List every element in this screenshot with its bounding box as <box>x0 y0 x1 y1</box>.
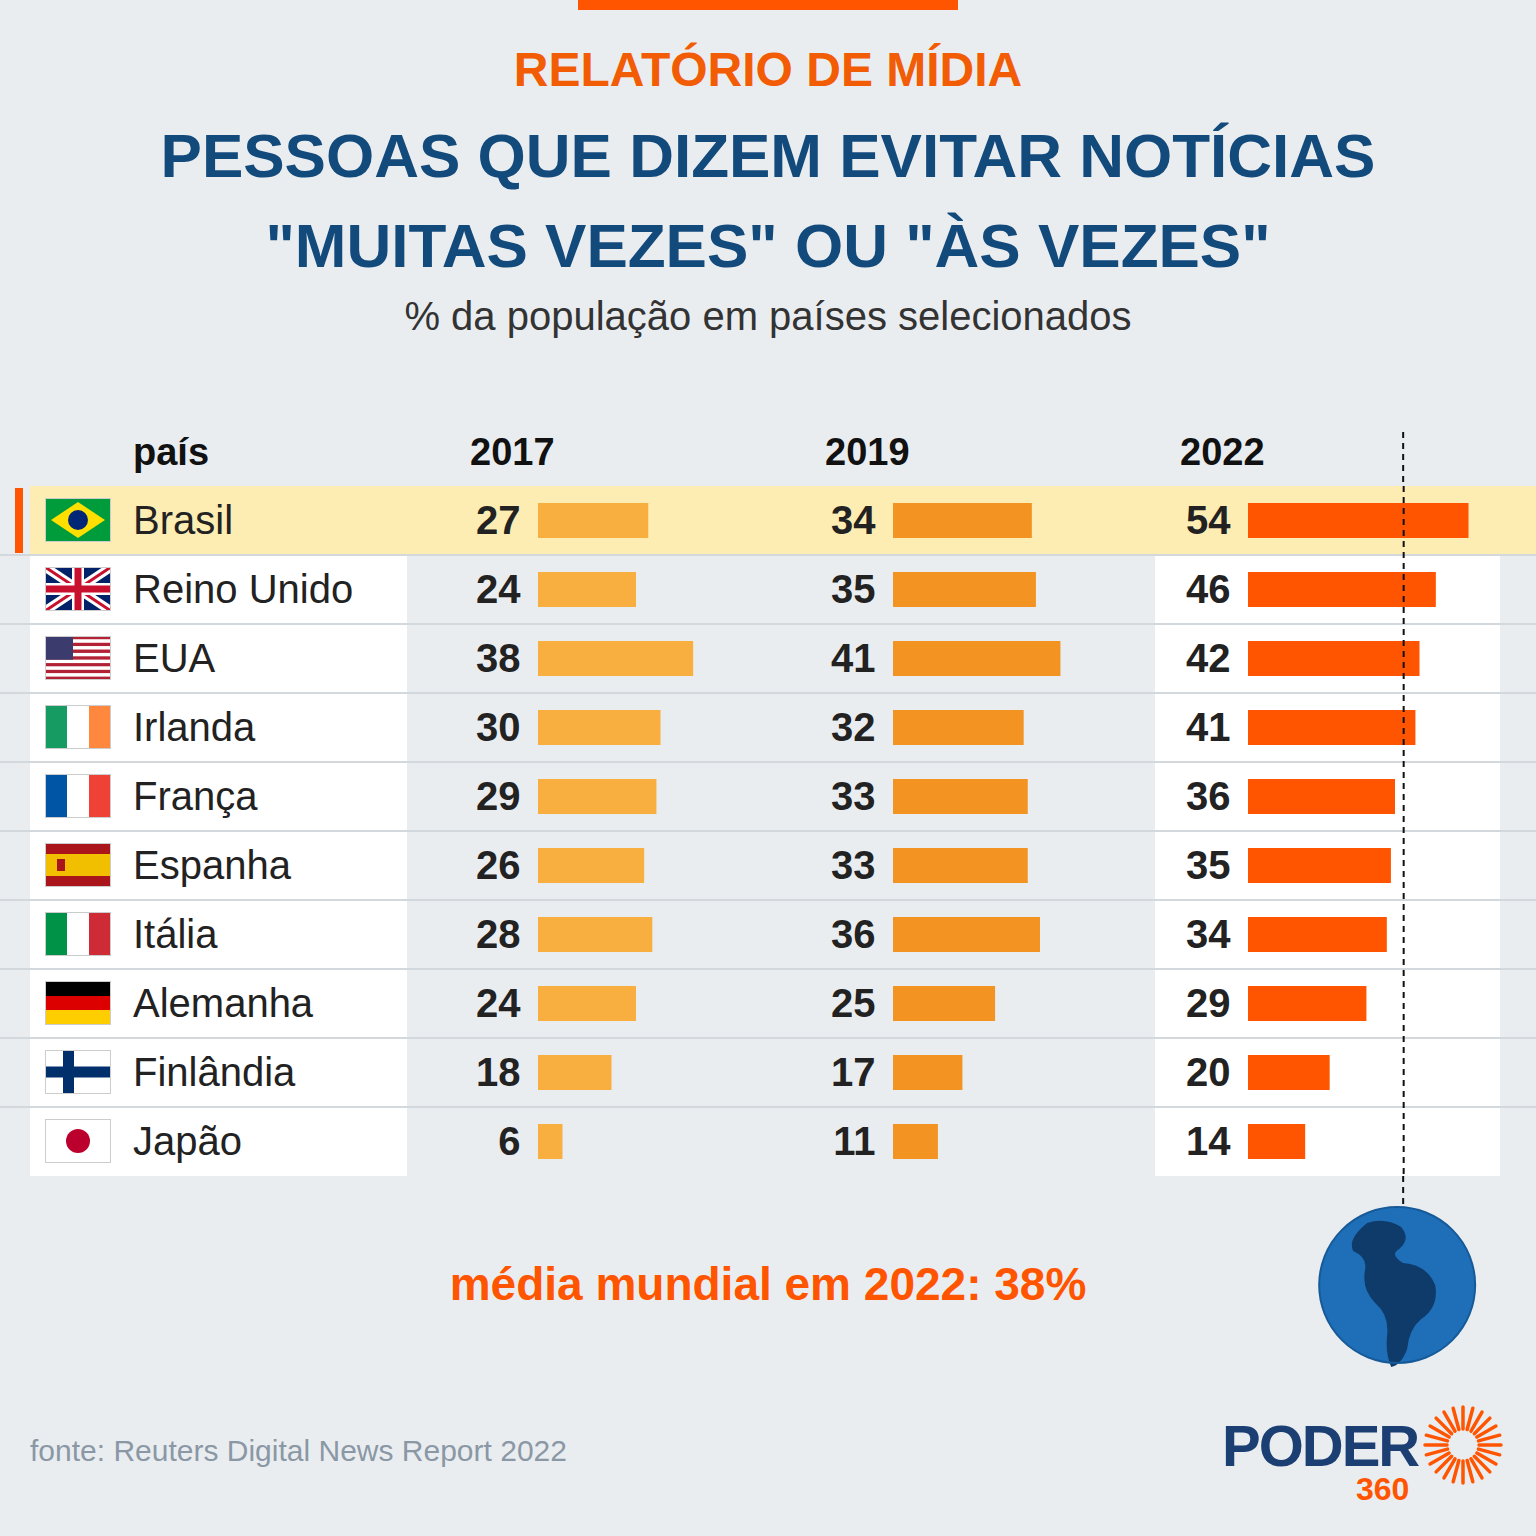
svg-text:34: 34 <box>831 498 876 542</box>
svg-text:35: 35 <box>1186 843 1231 887</box>
html-text:Itália: Itália <box>133 912 218 956</box>
svg-text:32: 32 <box>831 705 876 749</box>
svg-text:24: 24 <box>476 567 521 611</box>
html-text:fonte: Reuters Digital News Re: fonte: Reuters Digital News Report 2022 <box>30 1434 567 1467</box>
svg-text:6: 6 <box>498 1119 520 1163</box>
svg-text:33: 33 <box>831 843 876 887</box>
svg-text:38: 38 <box>476 636 521 680</box>
svg-text:29: 29 <box>1186 981 1231 1025</box>
svg-text:28: 28 <box>476 912 521 956</box>
html-text:Finlândia: Finlândia <box>133 1050 296 1094</box>
svg-text:36: 36 <box>831 912 876 956</box>
html-text:Alemanha: Alemanha <box>133 981 314 1025</box>
svg-text:41: 41 <box>831 636 876 680</box>
html-text:Japão: Japão <box>133 1119 242 1163</box>
html-text:Irlanda: Irlanda <box>133 705 256 749</box>
html-text:França: França <box>133 774 258 818</box>
html-text:2017: 2017 <box>470 431 555 473</box>
html-text:PODER: PODER <box>1222 1413 1419 1478</box>
html-text:média mundial em 2022: 38%: média mundial em 2022: 38% <box>449 1258 1087 1310</box>
html-text:Brasil: Brasil <box>133 498 233 542</box>
html-text:% da população em países selec: % da população em países selecionados <box>404 294 1132 338</box>
html-text:2019: 2019 <box>825 431 910 473</box>
svg-text:54: 54 <box>1186 498 1231 542</box>
svg-text:14: 14 <box>1186 1119 1231 1163</box>
svg-text:33: 33 <box>831 774 876 818</box>
html-text:2022: 2022 <box>1180 431 1265 473</box>
svg-text:18: 18 <box>476 1050 521 1094</box>
svg-text:42: 42 <box>1186 636 1231 680</box>
svg-text:36: 36 <box>1186 774 1231 818</box>
svg-text:24: 24 <box>476 981 521 1025</box>
html-text:Espanha: Espanha <box>133 843 291 887</box>
html-text:360: 360 <box>1356 1471 1410 1507</box>
html-text:RELATÓRIO DE MÍDIA: RELATÓRIO DE MÍDIA <box>513 43 1023 96</box>
svg-text:25: 25 <box>831 981 876 1025</box>
html-text:PESSOAS QUE DIZEM EVITAR NOTÍC: PESSOAS QUE DIZEM EVITAR NOTÍCIAS <box>160 121 1376 190</box>
svg-text:30: 30 <box>476 705 521 749</box>
svg-text:26: 26 <box>476 843 521 887</box>
svg-text:20: 20 <box>1186 1050 1231 1094</box>
svg-text:34: 34 <box>1186 912 1231 956</box>
html-text:Reino Unido: Reino Unido <box>133 567 354 611</box>
html-text:EUA: EUA <box>133 636 216 680</box>
svg-text:35: 35 <box>831 567 876 611</box>
svg-text:41: 41 <box>1186 705 1231 749</box>
svg-text:27: 27 <box>476 498 521 542</box>
html-text:país: país <box>133 431 209 473</box>
html-text:"MUITAS VEZES" OU "ÀS VEZES": "MUITAS VEZES" OU "ÀS VEZES" <box>265 211 1271 280</box>
svg-text:11: 11 <box>833 1119 875 1163</box>
svg-text:17: 17 <box>831 1050 876 1094</box>
svg-text:29: 29 <box>476 774 521 818</box>
svg-text:46: 46 <box>1186 567 1231 611</box>
